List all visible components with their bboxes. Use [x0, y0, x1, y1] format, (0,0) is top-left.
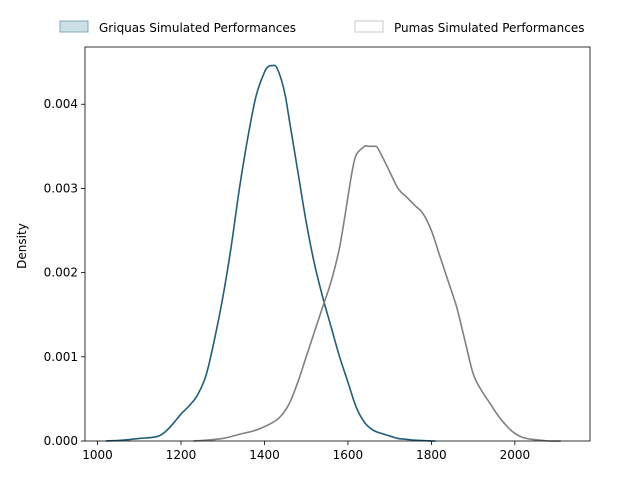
series-line-pumas [193, 144, 561, 442]
x-tick-label: 1400 [249, 448, 280, 462]
x-tick-label: 1800 [416, 448, 447, 462]
y-tick-label: 0.004 [44, 97, 78, 111]
plot-frame [84, 46, 591, 442]
legend-label: Pumas Simulated Performances [394, 21, 585, 35]
y-axis: 0.000 0.001 0.002 0.003 0.004 [44, 97, 85, 448]
plot-area [84, 46, 591, 442]
y-tick-label: 0.002 [44, 266, 78, 280]
y-tick-label: 0.001 [44, 350, 78, 364]
x-tick-label: 2000 [500, 448, 531, 462]
y-tick-label: 0.003 [44, 181, 78, 195]
x-tick-label: 1600 [333, 448, 364, 462]
y-axis-label: Density [15, 223, 29, 269]
x-axis: 1000 1200 1400 1600 1800 2000 [82, 441, 530, 462]
legend: Griquas Simulated Performances Pumas Simu… [59, 20, 585, 35]
x-tick-label: 1000 [82, 448, 113, 462]
x-tick-label: 1200 [166, 448, 197, 462]
legend-label: Griquas Simulated Performances [99, 21, 296, 35]
legend-item: Griquas Simulated Performances [59, 20, 296, 35]
legend-swatch [59, 20, 89, 33]
series-line-griquas [105, 64, 436, 442]
legend-swatch [354, 20, 384, 33]
legend-item: Pumas Simulated Performances [354, 20, 585, 35]
y-tick-label: 0.000 [44, 434, 78, 448]
